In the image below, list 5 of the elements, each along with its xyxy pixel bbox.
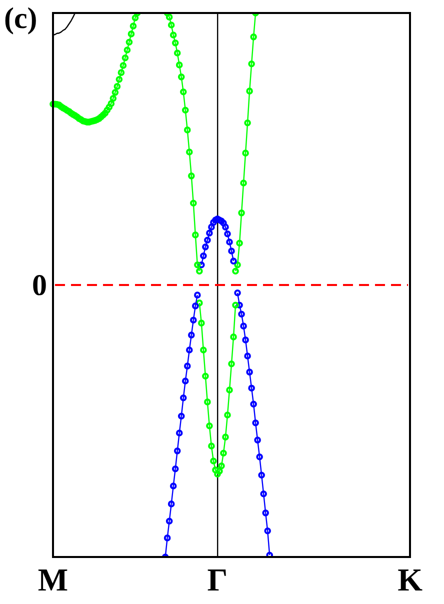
x-tick-label: Γ (207, 561, 228, 598)
x-tick-label: K (398, 561, 423, 598)
chart-title: (c) (4, 2, 38, 36)
x-tick-label: M (38, 561, 68, 598)
ref-line-label: 0 (32, 268, 47, 302)
